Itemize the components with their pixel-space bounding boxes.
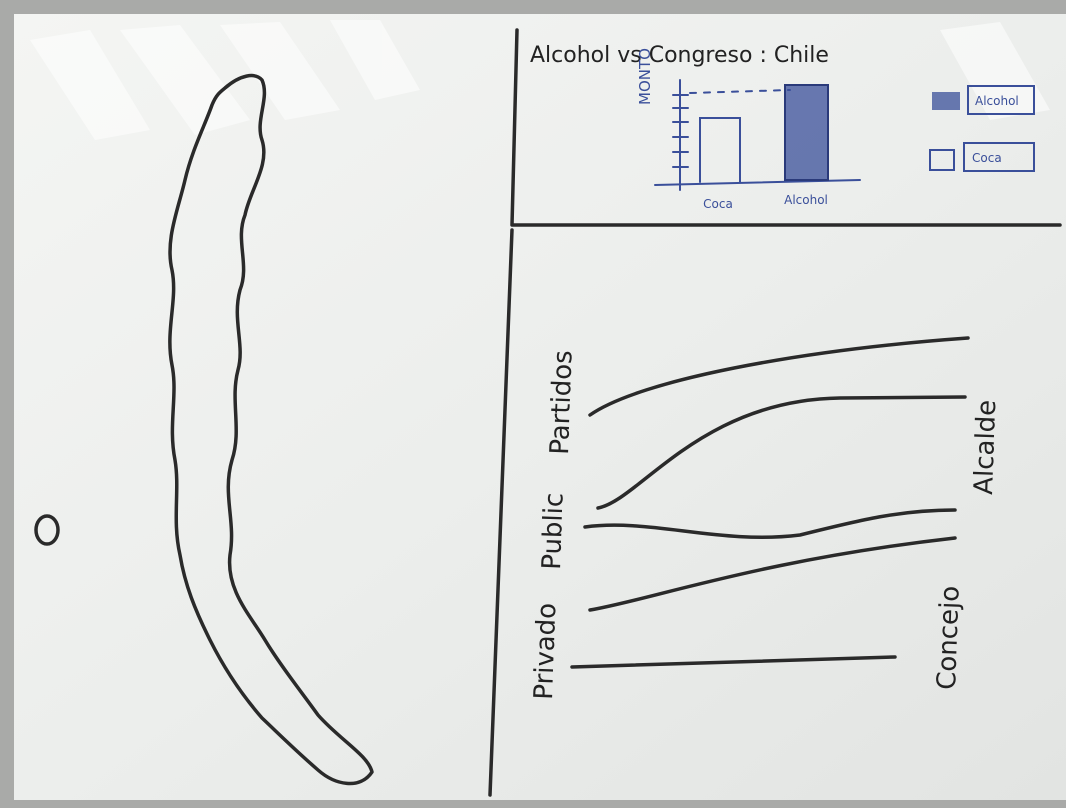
y-axis-label: MONTO xyxy=(636,48,654,105)
bar-outline xyxy=(699,117,741,183)
title: Alcohol vs Congreso : Chile xyxy=(530,43,829,68)
zoom-marker xyxy=(34,514,60,546)
legend-label[interactable]: Coca xyxy=(972,151,1002,165)
map-outline xyxy=(168,73,374,786)
legend-swatch[interactable] xyxy=(929,149,955,171)
target-label: Concejo xyxy=(932,585,966,690)
bar-filled xyxy=(784,84,829,181)
bottom-panel-border xyxy=(488,228,514,797)
board-surface xyxy=(14,14,1066,800)
flow-lines xyxy=(570,336,970,669)
top-panel-border xyxy=(510,28,1062,227)
glare xyxy=(30,20,1050,140)
source-label: Public xyxy=(537,492,570,570)
legend-box[interactable] xyxy=(963,142,1035,172)
guide-line xyxy=(689,89,791,94)
y-ticks xyxy=(672,94,689,168)
source-label: Partidos xyxy=(545,350,579,455)
legend-swatch[interactable] xyxy=(932,92,960,110)
source-label: Privado xyxy=(529,602,562,700)
legend-label[interactable]: Alcohol xyxy=(975,94,1019,108)
legend-box[interactable] xyxy=(967,85,1035,115)
target-label: Alcalde xyxy=(969,399,1002,495)
category-label: Coca xyxy=(703,197,733,211)
category-label: Alcohol xyxy=(784,193,828,207)
